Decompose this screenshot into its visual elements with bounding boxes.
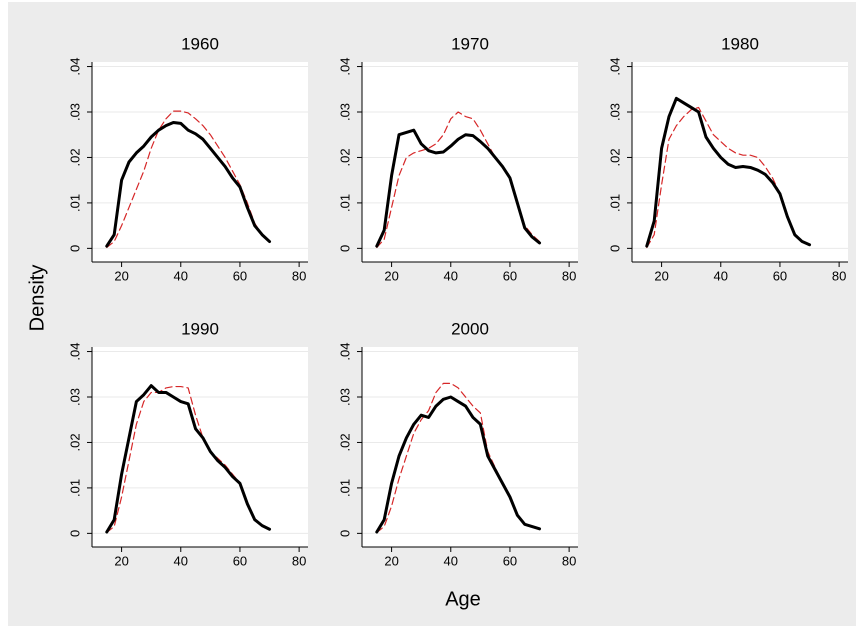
- panel-title: 1960: [181, 34, 219, 53]
- y-tick-label: .04: [67, 58, 82, 76]
- density-line: [375, 395, 542, 534]
- y-tick-label: 0: [67, 245, 82, 252]
- y-tick-label: .01: [67, 479, 82, 497]
- y-tick-label: .01: [607, 194, 622, 212]
- y-tick-label: .01: [67, 194, 82, 212]
- panel-title: 1990: [181, 319, 219, 338]
- plot-area: [92, 347, 308, 547]
- x-tick-label: 80: [562, 553, 576, 568]
- y-tick-label: .03: [337, 388, 352, 406]
- plot-area: [362, 347, 578, 547]
- x-tick-label: 60: [503, 268, 517, 283]
- plot-area: [92, 62, 308, 262]
- x-tick-label: 80: [292, 268, 306, 283]
- x-tick-label: 80: [562, 268, 576, 283]
- x-tick-label: 20: [114, 268, 128, 283]
- x-tick-label: 20: [114, 553, 128, 568]
- y-tick-label: 0: [337, 530, 352, 537]
- x-tick-label: 60: [233, 553, 247, 568]
- x-tick-label: 20: [384, 268, 398, 283]
- y-tick-label: .02: [607, 148, 622, 166]
- panel-title: 1970: [451, 34, 489, 53]
- y-tick-label: .03: [67, 103, 82, 121]
- x-tick-label: 80: [832, 268, 846, 283]
- density-line: [105, 120, 272, 248]
- x-axis-title: Age: [445, 588, 481, 610]
- y-tick-label: .02: [337, 148, 352, 166]
- y-tick-label: 0: [337, 245, 352, 252]
- plot-area: [362, 62, 578, 262]
- y-tick-label: .02: [67, 433, 82, 451]
- y-tick-label: .01: [337, 479, 352, 497]
- x-tick-label: 60: [503, 553, 517, 568]
- y-tick-label: .03: [607, 103, 622, 121]
- density-line: [106, 385, 271, 534]
- y-tick-label: .01: [337, 194, 352, 212]
- y-tick-label: 0: [67, 530, 82, 537]
- density-line: [105, 384, 272, 534]
- y-tick-label: .02: [67, 148, 82, 166]
- plot-area: [632, 62, 848, 262]
- y-tick-label: .03: [67, 388, 82, 406]
- y-tick-label: 0: [607, 245, 622, 252]
- x-tick-label: 40: [174, 268, 188, 283]
- density-line: [376, 111, 541, 249]
- x-tick-label: 40: [444, 268, 458, 283]
- x-tick-label: 60: [773, 268, 787, 283]
- x-tick-label: 40: [714, 268, 728, 283]
- x-tick-label: 80: [292, 553, 306, 568]
- y-tick-label: .03: [337, 103, 352, 121]
- panel-title: 2000: [451, 319, 489, 338]
- x-tick-label: 60: [233, 268, 247, 283]
- x-tick-label: 40: [444, 553, 458, 568]
- y-tick-label: .04: [337, 343, 352, 361]
- density-line: [645, 96, 812, 248]
- y-tick-label: .04: [67, 343, 82, 361]
- panel-title: 1980: [721, 34, 759, 53]
- y-tick-label: .04: [607, 58, 622, 76]
- y-axis-title: Density: [26, 265, 48, 332]
- x-tick-label: 20: [384, 553, 398, 568]
- density-line: [375, 128, 542, 248]
- y-tick-label: .02: [337, 433, 352, 451]
- y-tick-label: .04: [337, 58, 352, 76]
- x-tick-label: 40: [174, 553, 188, 568]
- x-tick-label: 20: [654, 268, 668, 283]
